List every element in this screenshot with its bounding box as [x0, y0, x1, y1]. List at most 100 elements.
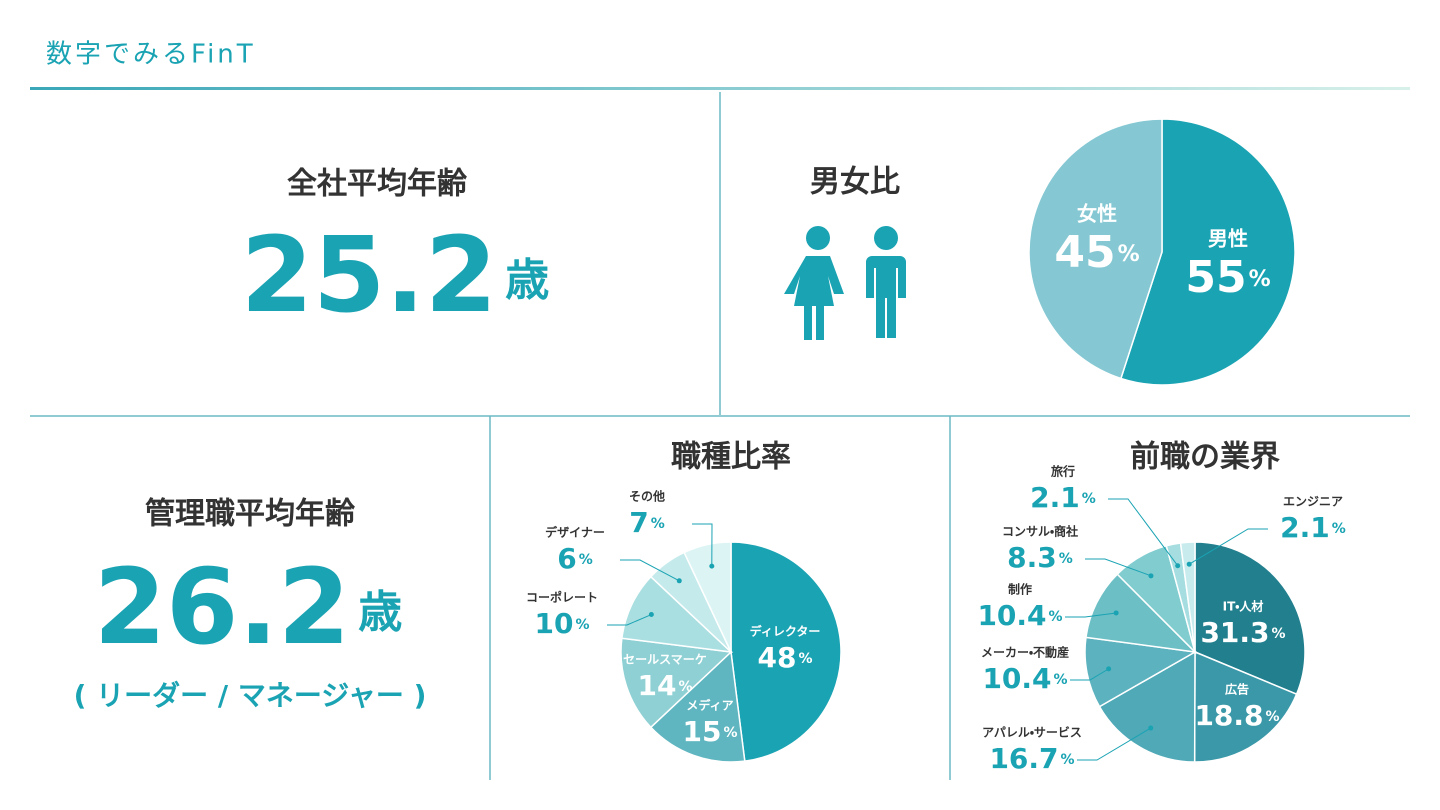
slice-value: 16.7% — [989, 742, 1074, 775]
slice-number: 7 — [629, 506, 648, 539]
page-title: 数字でみるFinT — [46, 40, 256, 70]
pie-slice — [620, 637, 733, 729]
leader-dot — [1148, 573, 1154, 579]
slice-unit: % — [1049, 609, 1063, 625]
slice-number: 10.4 — [982, 662, 1051, 695]
slice-category: 旅行 — [1050, 464, 1075, 479]
stat-unit: 歳 — [358, 587, 402, 638]
leader-dot — [676, 578, 682, 584]
slice-category: エンジニア — [1283, 495, 1343, 509]
chart-title: 男女比 — [810, 165, 900, 200]
slice-unit: % — [1272, 626, 1286, 642]
pie-slice — [1098, 650, 1196, 763]
slice-unit: % — [723, 725, 737, 741]
slice-category: コーポレート — [526, 590, 598, 605]
slice-unit: % — [1054, 672, 1068, 688]
slice-category: 女性 — [1077, 202, 1117, 226]
leader-dot — [1186, 561, 1192, 567]
pie-slice — [683, 541, 732, 653]
slice-unit: % — [1249, 267, 1271, 292]
chart-title: 職種比率 — [671, 440, 791, 475]
slice-category: メーカー・不動産 — [981, 645, 1069, 660]
leader-dot — [709, 563, 715, 569]
slice-number: 2.1 — [1030, 481, 1080, 514]
slice-number: 48 — [758, 641, 797, 674]
slice-number: 10.4 — [977, 599, 1046, 632]
slice-category: メディア — [686, 698, 733, 713]
slice-category: セールスマーケ — [623, 653, 707, 667]
slice-unit: % — [651, 516, 665, 532]
slice-value: 55% — [1185, 252, 1270, 303]
leader-dot — [1175, 563, 1181, 569]
slice-number: 18.8 — [1194, 699, 1263, 732]
slice-value: 6% — [557, 542, 593, 575]
pie-slice — [1194, 541, 1306, 696]
leader-line — [692, 523, 713, 567]
stat-number: 25.2 — [241, 214, 498, 336]
slice-value: 14% — [638, 669, 693, 702]
pie-slice — [730, 541, 842, 762]
slice-number: 6 — [557, 542, 576, 575]
leader-line — [1108, 498, 1179, 567]
slice-unit: % — [798, 651, 812, 667]
stat-unit: 歳 — [505, 255, 549, 306]
slice-unit: % — [1059, 551, 1073, 567]
slice-category: アパレル・サービス — [982, 725, 1082, 740]
slice-category: 広告 — [1225, 682, 1249, 697]
stat-number: 26.2 — [94, 546, 351, 668]
slice-number: 8.3 — [1007, 541, 1057, 574]
slice-number: 31.3 — [1200, 616, 1269, 649]
slice-value: 45% — [1054, 227, 1139, 278]
slice-value: 8.3% — [1007, 541, 1073, 574]
stat-value: 25.2 歳 — [241, 214, 550, 336]
slice-number: 16.7 — [989, 742, 1058, 775]
slice-value: 48% — [758, 641, 813, 674]
slice-value: 10.4% — [982, 662, 1067, 695]
slice-category: その他 — [629, 489, 665, 504]
stat-value: 26.2 歳 — [94, 546, 403, 668]
leader-dot — [648, 612, 654, 618]
slice-value: 10.4% — [977, 599, 1062, 632]
slice-unit: % — [1118, 242, 1140, 267]
slice-value: 2.1% — [1280, 511, 1346, 544]
slice-unit: % — [1082, 491, 1096, 507]
pie-slice — [1193, 650, 1298, 763]
header-rule — [30, 87, 1410, 90]
stat-note: ( リーダー / マネージャー ) — [74, 679, 427, 712]
pie-slice — [1085, 573, 1198, 654]
slice-category: 制作 — [1008, 582, 1032, 597]
slice-category: ディレクター — [750, 624, 821, 639]
leader-dot — [1106, 666, 1112, 672]
pie-slice — [649, 650, 746, 763]
slice-unit: % — [1332, 521, 1346, 537]
pie-slice — [1084, 636, 1198, 708]
slice-unit: % — [1061, 752, 1075, 768]
leader-line — [1065, 612, 1117, 618]
slice-category: IT・人材 — [1223, 599, 1264, 614]
slice-value: 18.8% — [1194, 699, 1279, 732]
leader-line — [1077, 727, 1151, 761]
slice-unit: % — [1266, 709, 1280, 725]
slice-number: 14 — [638, 669, 677, 702]
pie-slice — [1179, 541, 1196, 653]
slice-unit: % — [678, 679, 692, 695]
slice-value: 7% — [629, 506, 665, 539]
slice-number: 15 — [683, 715, 722, 748]
stat-label: 全社平均年齢 — [287, 167, 467, 202]
slice-category: 男性 — [1208, 227, 1248, 251]
slice-number: 10 — [535, 607, 574, 640]
stat-label: 管理職平均年齢 — [145, 497, 355, 532]
gender-icons — [784, 226, 906, 340]
slice-category: コンサル・商社 — [1002, 524, 1078, 539]
slice-unit: % — [575, 617, 589, 633]
leader-dot — [1148, 725, 1154, 731]
slice-value: 2.1% — [1030, 481, 1096, 514]
slice-number: 45 — [1054, 227, 1115, 278]
leader-line — [620, 559, 680, 582]
slice-number: 55 — [1185, 252, 1246, 303]
slice-value: 10% — [535, 607, 590, 640]
leader-line — [607, 614, 652, 626]
slice-number: 2.1 — [1280, 511, 1330, 544]
pie-slice — [1119, 118, 1296, 386]
